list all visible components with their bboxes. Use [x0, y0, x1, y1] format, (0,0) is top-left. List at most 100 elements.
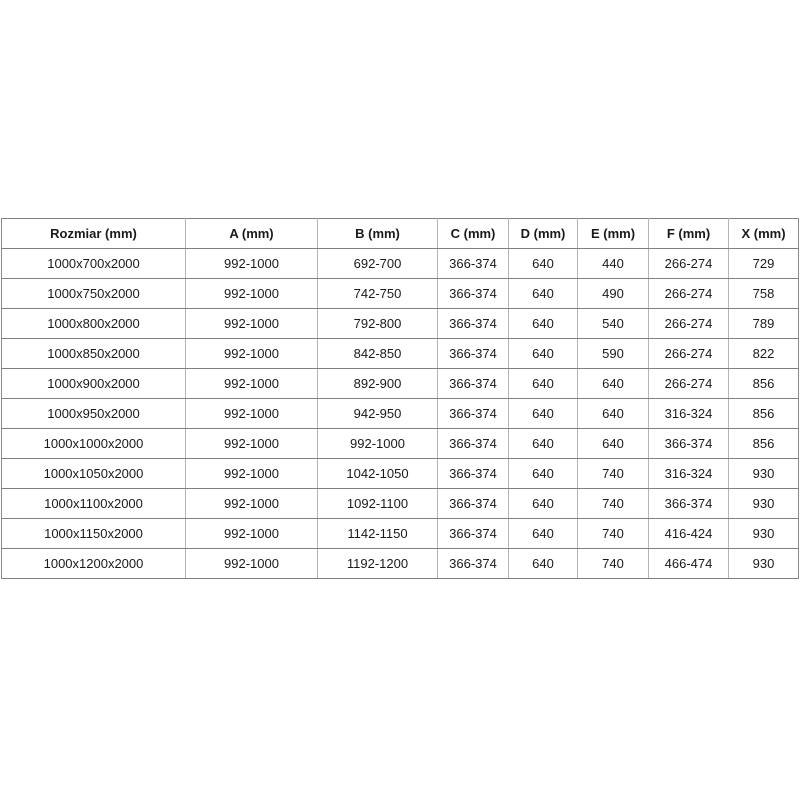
dimension-cell: 366-374 [437, 428, 509, 459]
size-cell: 1000x900x2000 [1, 368, 186, 399]
dimension-cell: 266-274 [648, 248, 729, 279]
size-cell: 1000x1150x2000 [1, 518, 186, 549]
dimension-cell: 640 [577, 368, 649, 399]
table-row: 1000x1200x2000 992-1000 1192-1200 366-374 64… [1, 548, 799, 579]
dimension-cell: 640 [508, 458, 578, 489]
dimension-cell: 740 [577, 488, 649, 519]
dimension-cell: 789 [728, 308, 799, 339]
dimension-cell: 930 [728, 518, 799, 549]
dimension-cell: 366-374 [437, 488, 509, 519]
dimension-cell: 640 [508, 248, 578, 279]
dimension-cell: 540 [577, 308, 649, 339]
dimension-cell: 640 [508, 518, 578, 549]
dimension-cell: 366-374 [437, 248, 509, 279]
dimension-cell: 640 [508, 368, 578, 399]
table-row: 1000x750x2000 992-1000 742-750 366-374 640 49… [1, 278, 799, 309]
dimension-cell: 640 [577, 398, 649, 429]
table-row: 1000x1150x2000 992-1000 1142-1150 366-374 64… [1, 518, 799, 549]
dimension-cell: 992-1000 [185, 368, 318, 399]
dimension-cell: 729 [728, 248, 799, 279]
table-row: 1000x950x2000 992-1000 942-950 366-374 640 64… [1, 398, 799, 429]
dimension-cell: 892-900 [317, 368, 438, 399]
table-row: 1000x800x2000 992-1000 792-800 366-374 640 54… [1, 308, 799, 339]
dimension-cell: 856 [728, 428, 799, 459]
column-header: B (mm) [317, 218, 438, 249]
dimension-cell: 366-374 [437, 368, 509, 399]
dimension-cell: 316-324 [648, 458, 729, 489]
dimension-cell: 942-950 [317, 398, 438, 429]
dimension-cell: 640 [508, 338, 578, 369]
dimension-cell: 266-274 [648, 308, 729, 339]
dimension-cell: 1142-1150 [317, 518, 438, 549]
table-row: 1000x1100x2000 992-1000 1092-1100 366-374 64… [1, 488, 799, 519]
dimension-cell: 316-324 [648, 398, 729, 429]
dimension-cell: 640 [577, 428, 649, 459]
dimension-cell: 366-374 [437, 458, 509, 489]
dimension-cell: 992-1000 [185, 278, 318, 309]
dimension-cell: 1192-1200 [317, 548, 438, 579]
dimension-cell: 640 [508, 308, 578, 339]
size-cell: 1000x750x2000 [1, 278, 186, 309]
dimension-cell: 992-1000 [185, 428, 318, 459]
dimension-cell: 842-850 [317, 338, 438, 369]
column-header: E (mm) [577, 218, 649, 249]
column-header: F (mm) [648, 218, 729, 249]
dimension-cell: 266-274 [648, 368, 729, 399]
dimension-cell: 640 [508, 548, 578, 579]
dimension-cell: 366-374 [437, 548, 509, 579]
dimension-cell: 416-424 [648, 518, 729, 549]
dimension-cell: 992-1000 [317, 428, 438, 459]
dimension-cell: 366-374 [437, 278, 509, 309]
dimension-cell: 640 [508, 398, 578, 429]
dimension-cell: 992-1000 [185, 458, 318, 489]
table-row: 1000x850x2000 992-1000 842-850 366-374 640 59… [1, 338, 799, 369]
size-cell: 1000x700x2000 [1, 248, 186, 279]
table-row: 1000x700x2000 992-1000 692-700 366-374 640 44… [1, 248, 799, 279]
dimension-cell: 856 [728, 398, 799, 429]
column-header: X (mm) [728, 218, 799, 249]
size-cell: 1000x1100x2000 [1, 488, 186, 519]
dimension-cell: 758 [728, 278, 799, 309]
dimension-cell: 930 [728, 458, 799, 489]
dimensions-table: Rozmiar (mm) A (mm) B (mm) C (mm) D (mm) E (m… [1, 218, 799, 579]
size-cell: 1000x1000x2000 [1, 428, 186, 459]
table-row: 1000x1000x2000 992-1000 992-1000 366-374 640… [1, 428, 799, 459]
dimension-cell: 590 [577, 338, 649, 369]
dimension-cell: 992-1000 [185, 308, 318, 339]
dimension-cell: 992-1000 [185, 338, 318, 369]
dimension-cell: 992-1000 [185, 488, 318, 519]
dimension-cell: 822 [728, 338, 799, 369]
dimension-cell: 742-750 [317, 278, 438, 309]
table-body: 1000x700x2000 992-1000 692-700 366-374 640 44… [1, 248, 799, 579]
size-cell: 1000x800x2000 [1, 308, 186, 339]
size-cell: 1000x1200x2000 [1, 548, 186, 579]
dimension-cell: 740 [577, 548, 649, 579]
dimension-cell: 1042-1050 [317, 458, 438, 489]
size-cell: 1000x950x2000 [1, 398, 186, 429]
column-header: Rozmiar (mm) [1, 218, 186, 249]
dimension-cell: 992-1000 [185, 518, 318, 549]
dimension-cell: 992-1000 [185, 248, 318, 279]
dimension-cell: 692-700 [317, 248, 438, 279]
dimension-cell: 466-474 [648, 548, 729, 579]
size-cell: 1000x1050x2000 [1, 458, 186, 489]
header-row: Rozmiar (mm) A (mm) B (mm) C (mm) D (mm) E (m… [1, 218, 799, 249]
size-cell: 1000x850x2000 [1, 338, 186, 369]
dimension-cell: 856 [728, 368, 799, 399]
dimension-cell: 992-1000 [185, 548, 318, 579]
dimension-cell: 366-374 [437, 308, 509, 339]
dimension-cell: 266-274 [648, 338, 729, 369]
dimension-cell: 740 [577, 458, 649, 489]
dimension-cell: 366-374 [437, 398, 509, 429]
dimension-cell: 930 [728, 548, 799, 579]
dimension-cell: 366-374 [648, 428, 729, 459]
dimension-cell: 930 [728, 488, 799, 519]
dimension-cell: 792-800 [317, 308, 438, 339]
column-header: A (mm) [185, 218, 318, 249]
dimension-cell: 266-274 [648, 278, 729, 309]
dimension-cell: 366-374 [648, 488, 729, 519]
dimension-cell: 740 [577, 518, 649, 549]
table-row: 1000x900x2000 992-1000 892-900 366-374 640 64… [1, 368, 799, 399]
dimension-cell: 440 [577, 248, 649, 279]
table-row: 1000x1050x2000 992-1000 1042-1050 366-374 64… [1, 458, 799, 489]
